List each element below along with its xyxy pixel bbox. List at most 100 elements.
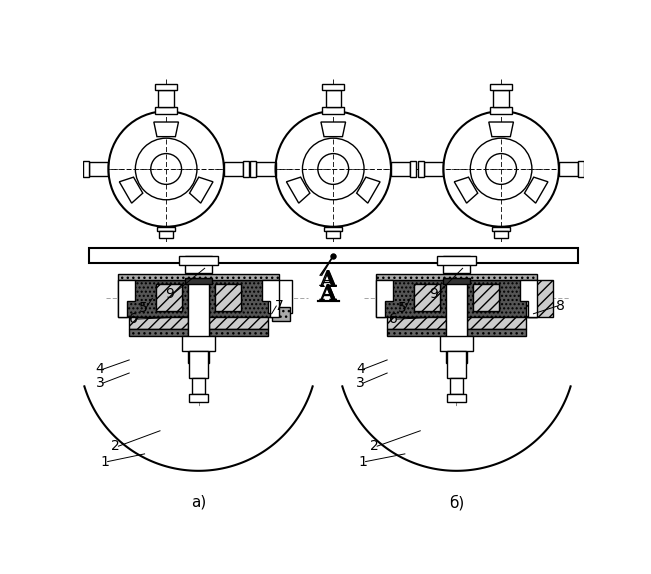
Bar: [387, 329, 446, 336]
Bar: [185, 278, 212, 285]
Bar: [450, 378, 464, 394]
Bar: [118, 274, 279, 280]
Text: 2: 2: [111, 439, 120, 453]
Bar: [209, 317, 268, 329]
Text: А: А: [319, 269, 337, 291]
Polygon shape: [118, 280, 135, 317]
Bar: [490, 107, 512, 114]
Polygon shape: [286, 177, 310, 203]
Bar: [376, 280, 446, 317]
Bar: [215, 284, 241, 311]
Bar: [185, 256, 212, 273]
Text: 1: 1: [358, 455, 367, 468]
Bar: [179, 256, 217, 265]
Text: 2: 2: [370, 439, 378, 453]
Bar: [414, 284, 439, 311]
Bar: [156, 107, 177, 114]
Bar: [156, 83, 177, 90]
Bar: [209, 329, 268, 336]
Bar: [157, 227, 175, 231]
Bar: [447, 351, 465, 378]
Bar: [414, 284, 439, 311]
Text: 4: 4: [96, 362, 104, 376]
Text: А: А: [319, 283, 337, 305]
Text: 3: 3: [356, 376, 365, 390]
Bar: [129, 329, 187, 336]
Text: 9: 9: [429, 288, 437, 301]
Bar: [129, 317, 187, 329]
Bar: [424, 162, 443, 176]
Bar: [156, 284, 182, 311]
Bar: [189, 394, 208, 402]
Bar: [326, 90, 341, 107]
Polygon shape: [262, 280, 279, 317]
Bar: [467, 280, 537, 317]
Bar: [494, 231, 508, 238]
Text: А: А: [319, 270, 337, 290]
Text: А: А: [319, 284, 337, 304]
Bar: [418, 161, 424, 177]
Bar: [467, 317, 526, 329]
Polygon shape: [357, 177, 380, 203]
Text: 1: 1: [100, 455, 109, 468]
Bar: [89, 247, 578, 263]
Bar: [324, 227, 342, 231]
Text: а): а): [191, 495, 206, 510]
Polygon shape: [489, 122, 514, 137]
Polygon shape: [454, 177, 478, 203]
Text: 6: 6: [389, 312, 398, 326]
Bar: [191, 378, 206, 394]
Bar: [326, 231, 340, 238]
Bar: [467, 329, 526, 336]
Bar: [526, 280, 553, 317]
Text: 9: 9: [165, 288, 174, 301]
Bar: [443, 256, 470, 273]
Bar: [182, 336, 215, 351]
Polygon shape: [520, 280, 537, 317]
Bar: [439, 336, 473, 351]
Bar: [490, 83, 512, 90]
Text: 6: 6: [129, 312, 137, 326]
Bar: [118, 280, 187, 317]
Bar: [271, 307, 290, 321]
Bar: [578, 161, 584, 177]
Bar: [209, 280, 279, 317]
Bar: [224, 162, 243, 176]
Bar: [159, 231, 173, 238]
Bar: [446, 274, 467, 363]
Bar: [89, 162, 109, 176]
Bar: [443, 278, 470, 285]
Bar: [187, 274, 209, 363]
Text: 7: 7: [275, 299, 284, 313]
Bar: [250, 161, 256, 177]
Polygon shape: [119, 177, 143, 203]
Bar: [83, 161, 89, 177]
Bar: [492, 227, 510, 231]
Bar: [437, 256, 476, 265]
Bar: [376, 274, 537, 280]
Bar: [493, 90, 509, 107]
Text: 5: 5: [398, 301, 407, 315]
Bar: [256, 162, 275, 176]
Bar: [322, 83, 344, 90]
Bar: [243, 161, 249, 177]
Bar: [410, 161, 417, 177]
Bar: [215, 284, 241, 311]
Bar: [391, 162, 410, 176]
Text: б): б): [449, 495, 464, 510]
Bar: [158, 90, 174, 107]
Bar: [559, 162, 578, 176]
Polygon shape: [376, 280, 393, 317]
Bar: [189, 351, 208, 378]
Text: 5: 5: [139, 301, 147, 315]
Polygon shape: [189, 177, 213, 203]
Polygon shape: [321, 122, 346, 137]
Text: 4: 4: [356, 362, 365, 376]
Bar: [473, 284, 499, 311]
Text: 3: 3: [96, 376, 104, 390]
Bar: [473, 284, 499, 311]
Bar: [156, 284, 182, 311]
Bar: [447, 394, 465, 402]
Polygon shape: [154, 122, 178, 137]
Bar: [268, 280, 292, 313]
